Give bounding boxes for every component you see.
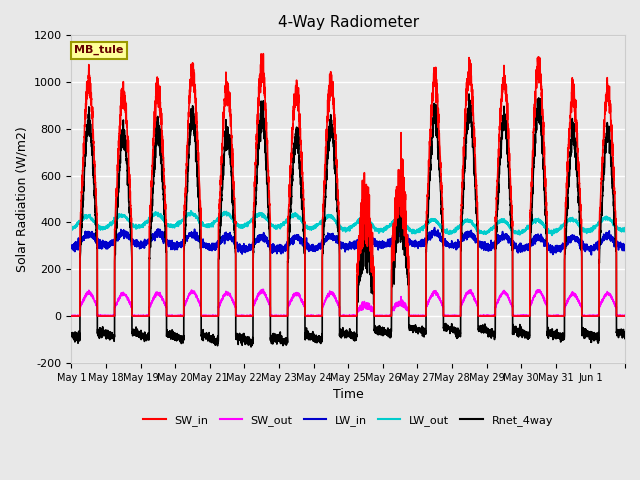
- Legend: SW_in, SW_out, LW_in, LW_out, Rnet_4way: SW_in, SW_out, LW_in, LW_out, Rnet_4way: [139, 411, 557, 431]
- Y-axis label: Solar Radiation (W/m2): Solar Radiation (W/m2): [15, 126, 28, 272]
- X-axis label: Time: Time: [333, 388, 364, 401]
- Title: 4-Way Radiometer: 4-Way Radiometer: [278, 15, 419, 30]
- Text: MB_tule: MB_tule: [74, 45, 124, 55]
